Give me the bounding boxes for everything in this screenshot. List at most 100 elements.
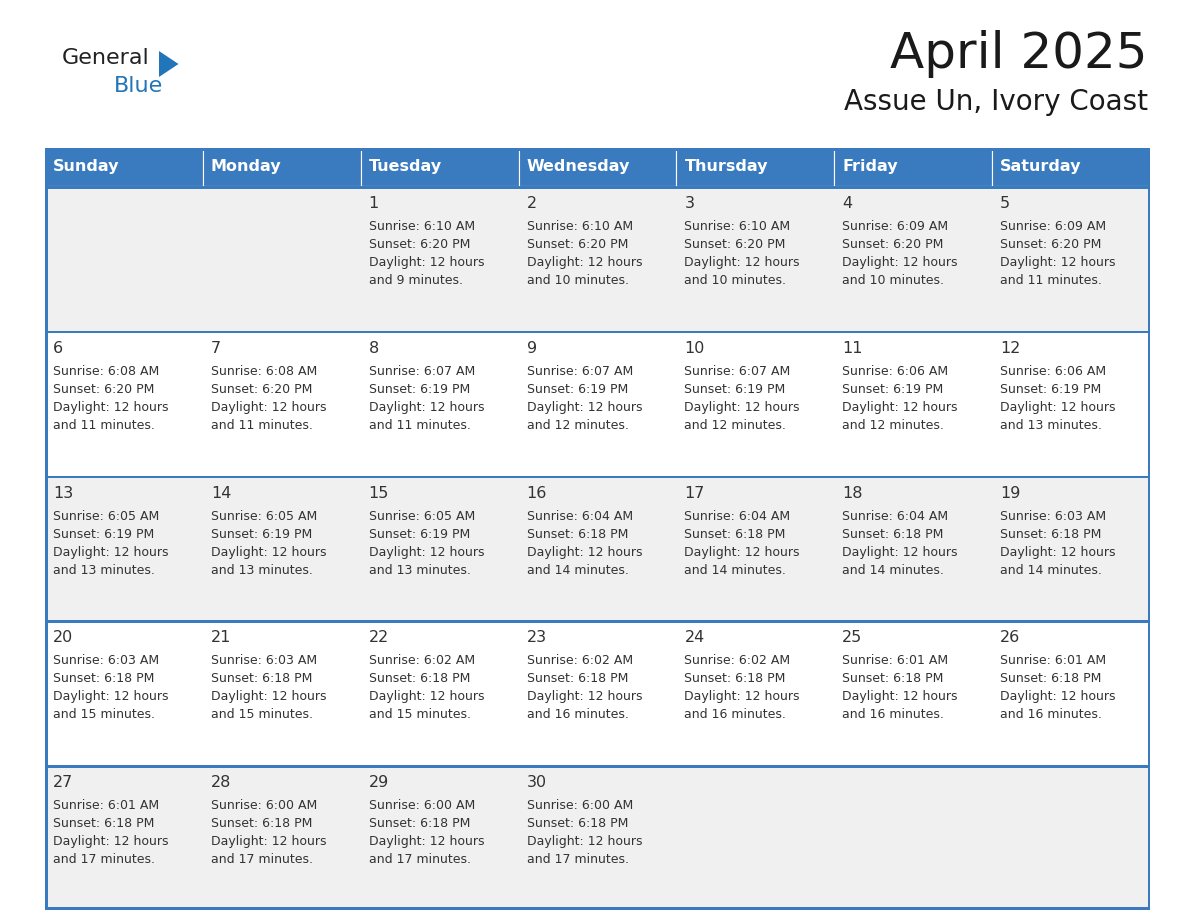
Bar xyxy=(992,621,1150,766)
Text: 8: 8 xyxy=(368,341,379,356)
Bar xyxy=(203,186,361,330)
Text: 17: 17 xyxy=(684,486,704,500)
Text: Sunrise: 6:07 AM
Sunset: 6:19 PM
Daylight: 12 hours
and 12 minutes.: Sunrise: 6:07 AM Sunset: 6:19 PM Dayligh… xyxy=(684,364,800,431)
Bar xyxy=(519,148,676,186)
Text: Sunrise: 6:01 AM
Sunset: 6:18 PM
Daylight: 12 hours
and 16 minutes.: Sunrise: 6:01 AM Sunset: 6:18 PM Dayligh… xyxy=(1000,655,1116,722)
Text: Thursday: Thursday xyxy=(684,160,767,174)
Bar xyxy=(45,766,203,910)
Text: 15: 15 xyxy=(368,486,390,500)
Text: 13: 13 xyxy=(53,486,74,500)
Text: 4: 4 xyxy=(842,196,853,211)
Bar xyxy=(519,766,676,910)
Text: 11: 11 xyxy=(842,341,862,356)
Text: Sunrise: 6:01 AM
Sunset: 6:18 PM
Daylight: 12 hours
and 17 minutes.: Sunrise: 6:01 AM Sunset: 6:18 PM Dayligh… xyxy=(53,800,169,867)
Text: 28: 28 xyxy=(210,775,232,790)
Text: Sunrise: 6:05 AM
Sunset: 6:19 PM
Daylight: 12 hours
and 13 minutes.: Sunrise: 6:05 AM Sunset: 6:19 PM Dayligh… xyxy=(53,509,169,577)
Bar xyxy=(45,476,203,621)
Bar xyxy=(834,148,992,186)
Bar xyxy=(834,476,992,621)
Bar xyxy=(361,186,519,330)
Text: Wednesday: Wednesday xyxy=(526,160,630,174)
Text: 26: 26 xyxy=(1000,631,1020,645)
Text: Sunrise: 6:10 AM
Sunset: 6:20 PM
Daylight: 12 hours
and 9 minutes.: Sunrise: 6:10 AM Sunset: 6:20 PM Dayligh… xyxy=(368,220,485,287)
Bar xyxy=(676,476,834,621)
Bar xyxy=(992,476,1150,621)
Text: 21: 21 xyxy=(210,631,232,645)
Bar xyxy=(834,766,992,910)
Bar xyxy=(992,330,1150,476)
Text: Sunrise: 6:00 AM
Sunset: 6:18 PM
Daylight: 12 hours
and 17 minutes.: Sunrise: 6:00 AM Sunset: 6:18 PM Dayligh… xyxy=(210,800,327,867)
Text: 1: 1 xyxy=(368,196,379,211)
Text: 16: 16 xyxy=(526,486,546,500)
Text: Sunrise: 6:03 AM
Sunset: 6:18 PM
Daylight: 12 hours
and 14 minutes.: Sunrise: 6:03 AM Sunset: 6:18 PM Dayligh… xyxy=(1000,509,1116,577)
Text: General: General xyxy=(62,48,150,68)
Text: Sunrise: 6:06 AM
Sunset: 6:19 PM
Daylight: 12 hours
and 13 minutes.: Sunrise: 6:06 AM Sunset: 6:19 PM Dayligh… xyxy=(1000,364,1116,431)
Bar xyxy=(992,148,1150,186)
Bar xyxy=(519,186,676,330)
Bar xyxy=(834,186,992,330)
Bar xyxy=(361,148,519,186)
Text: Sunrise: 6:04 AM
Sunset: 6:18 PM
Daylight: 12 hours
and 14 minutes.: Sunrise: 6:04 AM Sunset: 6:18 PM Dayligh… xyxy=(842,509,958,577)
Polygon shape xyxy=(159,51,178,77)
Bar xyxy=(203,148,361,186)
Bar xyxy=(45,148,1150,151)
Text: Saturday: Saturday xyxy=(1000,160,1081,174)
Text: 24: 24 xyxy=(684,631,704,645)
Bar xyxy=(45,907,1150,910)
Text: 25: 25 xyxy=(842,631,862,645)
Bar xyxy=(834,621,992,766)
Bar xyxy=(834,330,992,476)
Bar xyxy=(676,766,834,910)
Bar xyxy=(361,476,519,621)
Text: 2: 2 xyxy=(526,196,537,211)
Text: Sunrise: 6:07 AM
Sunset: 6:19 PM
Daylight: 12 hours
and 11 minutes.: Sunrise: 6:07 AM Sunset: 6:19 PM Dayligh… xyxy=(368,364,485,431)
Text: Sunrise: 6:04 AM
Sunset: 6:18 PM
Daylight: 12 hours
and 14 minutes.: Sunrise: 6:04 AM Sunset: 6:18 PM Dayligh… xyxy=(526,509,642,577)
Bar xyxy=(676,186,834,330)
Text: Sunrise: 6:02 AM
Sunset: 6:18 PM
Daylight: 12 hours
and 16 minutes.: Sunrise: 6:02 AM Sunset: 6:18 PM Dayligh… xyxy=(684,655,800,722)
Text: Sunrise: 6:08 AM
Sunset: 6:20 PM
Daylight: 12 hours
and 11 minutes.: Sunrise: 6:08 AM Sunset: 6:20 PM Dayligh… xyxy=(210,364,327,431)
Text: 10: 10 xyxy=(684,341,704,356)
Bar xyxy=(45,186,203,330)
Bar xyxy=(519,330,676,476)
Text: Tuesday: Tuesday xyxy=(368,160,442,174)
Bar xyxy=(45,148,48,910)
Bar xyxy=(992,186,1150,330)
Bar xyxy=(45,330,203,476)
Text: 29: 29 xyxy=(368,775,388,790)
Text: Blue: Blue xyxy=(114,76,163,96)
Bar xyxy=(45,330,1150,333)
Text: Sunday: Sunday xyxy=(53,160,120,174)
Text: Sunrise: 6:09 AM
Sunset: 6:20 PM
Daylight: 12 hours
and 10 minutes.: Sunrise: 6:09 AM Sunset: 6:20 PM Dayligh… xyxy=(842,220,958,287)
Text: 30: 30 xyxy=(526,775,546,790)
Text: Sunrise: 6:01 AM
Sunset: 6:18 PM
Daylight: 12 hours
and 16 minutes.: Sunrise: 6:01 AM Sunset: 6:18 PM Dayligh… xyxy=(842,655,958,722)
Text: Sunrise: 6:04 AM
Sunset: 6:18 PM
Daylight: 12 hours
and 14 minutes.: Sunrise: 6:04 AM Sunset: 6:18 PM Dayligh… xyxy=(684,509,800,577)
Text: Sunrise: 6:02 AM
Sunset: 6:18 PM
Daylight: 12 hours
and 16 minutes.: Sunrise: 6:02 AM Sunset: 6:18 PM Dayligh… xyxy=(526,655,642,722)
Text: 22: 22 xyxy=(368,631,388,645)
Text: 3: 3 xyxy=(684,196,695,211)
Text: 19: 19 xyxy=(1000,486,1020,500)
Text: Sunrise: 6:10 AM
Sunset: 6:20 PM
Daylight: 12 hours
and 10 minutes.: Sunrise: 6:10 AM Sunset: 6:20 PM Dayligh… xyxy=(684,220,800,287)
Text: 5: 5 xyxy=(1000,196,1010,211)
Bar xyxy=(361,330,519,476)
Text: 9: 9 xyxy=(526,341,537,356)
Text: Sunrise: 6:03 AM
Sunset: 6:18 PM
Daylight: 12 hours
and 15 minutes.: Sunrise: 6:03 AM Sunset: 6:18 PM Dayligh… xyxy=(53,655,169,722)
Text: Sunrise: 6:02 AM
Sunset: 6:18 PM
Daylight: 12 hours
and 15 minutes.: Sunrise: 6:02 AM Sunset: 6:18 PM Dayligh… xyxy=(368,655,485,722)
Text: 14: 14 xyxy=(210,486,232,500)
Bar xyxy=(361,621,519,766)
Bar xyxy=(45,186,1150,188)
Text: 7: 7 xyxy=(210,341,221,356)
Text: Sunrise: 6:05 AM
Sunset: 6:19 PM
Daylight: 12 hours
and 13 minutes.: Sunrise: 6:05 AM Sunset: 6:19 PM Dayligh… xyxy=(368,509,485,577)
Bar xyxy=(1148,148,1150,910)
Bar xyxy=(203,330,361,476)
Text: Sunrise: 6:08 AM
Sunset: 6:20 PM
Daylight: 12 hours
and 11 minutes.: Sunrise: 6:08 AM Sunset: 6:20 PM Dayligh… xyxy=(53,364,169,431)
Bar xyxy=(45,621,203,766)
Bar xyxy=(992,766,1150,910)
Bar xyxy=(203,476,361,621)
Bar xyxy=(676,621,834,766)
Bar xyxy=(519,476,676,621)
Text: Assue Un, Ivory Coast: Assue Un, Ivory Coast xyxy=(843,88,1148,116)
Bar xyxy=(45,476,1150,478)
Text: Sunrise: 6:00 AM
Sunset: 6:18 PM
Daylight: 12 hours
and 17 minutes.: Sunrise: 6:00 AM Sunset: 6:18 PM Dayligh… xyxy=(526,800,642,867)
Text: Sunrise: 6:06 AM
Sunset: 6:19 PM
Daylight: 12 hours
and 12 minutes.: Sunrise: 6:06 AM Sunset: 6:19 PM Dayligh… xyxy=(842,364,958,431)
Text: Sunrise: 6:00 AM
Sunset: 6:18 PM
Daylight: 12 hours
and 17 minutes.: Sunrise: 6:00 AM Sunset: 6:18 PM Dayligh… xyxy=(368,800,485,867)
